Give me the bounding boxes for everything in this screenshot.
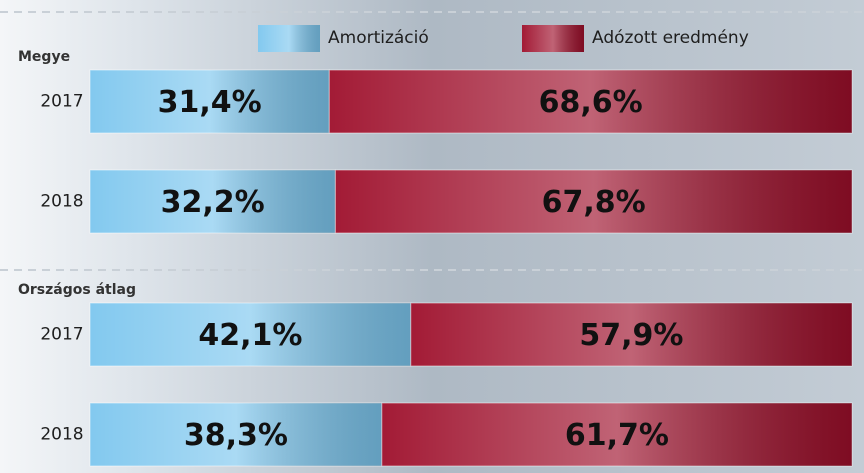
- value-label: 68,6%: [539, 85, 643, 120]
- value-label: 61,7%: [565, 418, 669, 453]
- y-tick-label: 2017: [40, 325, 83, 345]
- legend-label: Amortizáció: [328, 28, 429, 48]
- y-tick-label: 2018: [40, 192, 83, 212]
- value-label: 57,9%: [579, 318, 683, 353]
- value-label: 42,1%: [198, 318, 302, 353]
- legend-swatch-shine: [258, 25, 320, 52]
- y-tick-label: 2018: [40, 425, 83, 445]
- value-label: 31,4%: [158, 85, 262, 120]
- legend-swatch-shine: [522, 25, 584, 52]
- chart: Amortizáció Adózott eredmény Megye 2017 31,4…: [0, 0, 864, 473]
- value-label: 67,8%: [542, 185, 646, 220]
- value-label: 38,3%: [184, 418, 288, 453]
- group-label: Országos átlag: [18, 282, 136, 298]
- value-label: 32,2%: [161, 185, 265, 220]
- group-label: Megye: [18, 49, 70, 65]
- y-tick-label: 2017: [40, 92, 83, 112]
- legend-label: Adózott eredmény: [592, 28, 749, 48]
